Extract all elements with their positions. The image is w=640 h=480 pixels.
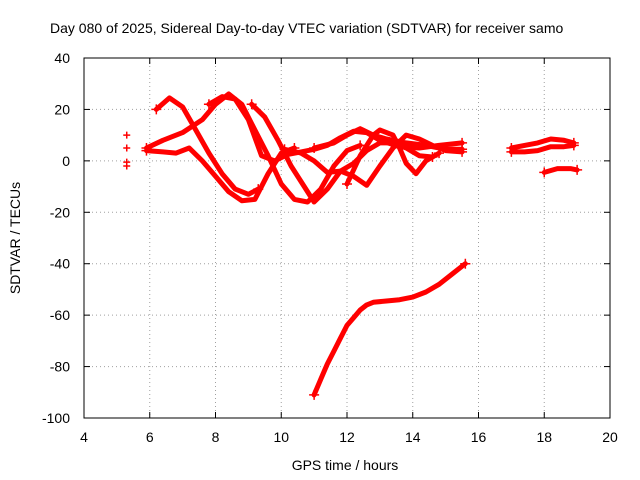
data-series	[123, 91, 583, 400]
data-point-marker	[123, 131, 131, 139]
data-point-marker	[506, 146, 517, 157]
data-point-marker	[568, 140, 579, 151]
data-point-marker	[572, 164, 583, 175]
tick-marks	[83, 57, 611, 419]
data-point-marker	[457, 144, 468, 155]
series-arc-10	[508, 136, 577, 151]
data-point-marker	[279, 144, 290, 155]
series-arc-1	[153, 95, 261, 197]
y-tick-label: -60	[50, 307, 70, 323]
series-arc-3	[206, 94, 465, 164]
data-point-marker	[309, 143, 320, 153]
series-arc-6	[282, 132, 465, 188]
x-tick-label: 6	[146, 429, 154, 445]
data-point-marker	[123, 162, 131, 170]
y-tick-label: -80	[50, 359, 70, 375]
data-point-marker	[342, 179, 352, 189]
y-tick-label: -20	[50, 204, 70, 220]
grid-lines	[84, 58, 610, 418]
x-axis-label: GPS time / hours	[292, 457, 399, 473]
x-tick-label: 20	[602, 429, 618, 445]
series-arc-4	[144, 145, 297, 204]
x-tick-label: 18	[536, 429, 552, 445]
y-tick-label: 20	[54, 101, 70, 117]
data-point-marker	[355, 140, 366, 151]
x-tick-label: 14	[405, 429, 421, 445]
series-arc-9	[311, 261, 468, 398]
y-tick-label: -100	[42, 410, 70, 426]
x-tick-label: 12	[339, 429, 355, 445]
y-axis-label: SDTVAR / TECUs	[7, 182, 23, 294]
data-point-marker	[246, 99, 257, 110]
data-point-marker	[309, 389, 320, 400]
y-tick-label: -40	[50, 256, 70, 272]
data-point-marker	[203, 99, 214, 110]
series-arc-11	[508, 142, 577, 155]
series-arc-8	[311, 126, 465, 152]
x-tick-label: 4	[80, 429, 88, 445]
series-arc-2	[144, 91, 363, 205]
y-tick-label: 40	[54, 50, 70, 66]
data-point-marker	[151, 104, 162, 115]
data-point-marker	[123, 144, 131, 152]
tick-labels: 4 6 8 10 12 14 16 18 20 40 20 0 -20 -40 -60 -80 -100	[42, 50, 618, 445]
chart-title: Day 080 of 2025, Sidereal Day-to-day VTE…	[50, 20, 563, 36]
data-point-marker	[141, 145, 152, 156]
data-point-marker	[539, 167, 550, 178]
x-tick-label: 16	[471, 429, 487, 445]
data-point-marker	[460, 258, 471, 269]
x-tick-label: 8	[212, 429, 220, 445]
y-tick-label: 0	[62, 153, 70, 169]
x-tick-label: 10	[273, 429, 289, 445]
